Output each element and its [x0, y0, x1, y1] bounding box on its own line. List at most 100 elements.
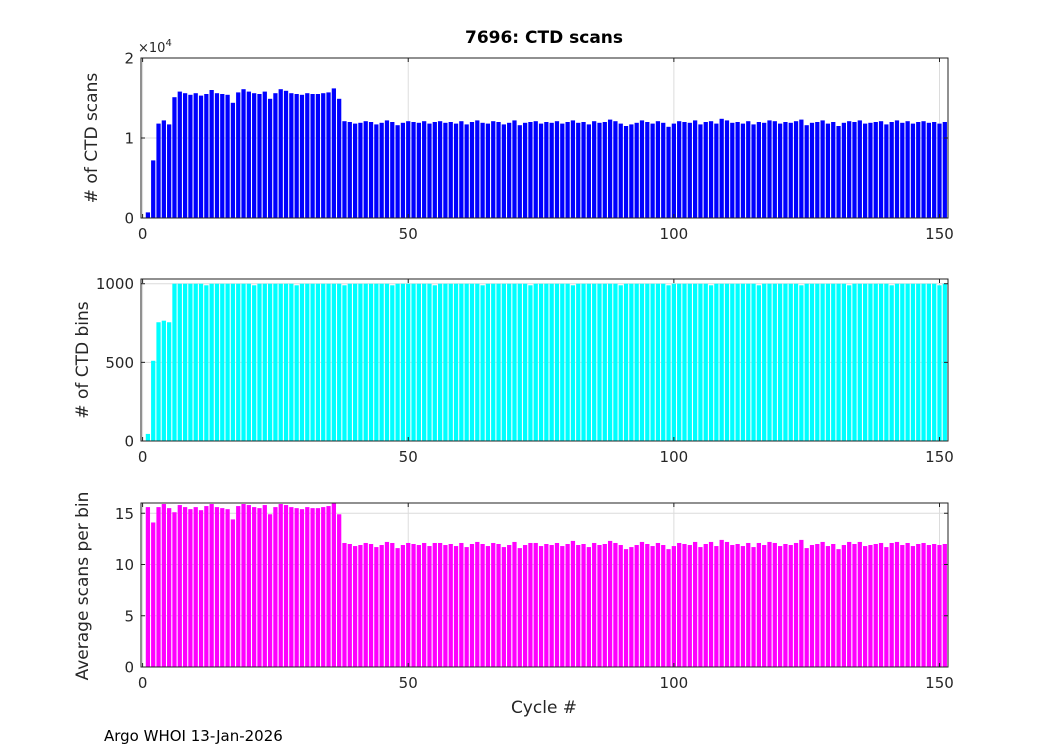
bar-cycle-41	[358, 545, 363, 667]
bar-cycle-10	[193, 283, 198, 441]
bar-cycle-112	[735, 283, 740, 441]
bar-cycle-31	[305, 507, 310, 667]
bar-cycle-8	[182, 507, 188, 667]
bar-cycle-49	[400, 545, 406, 667]
bar-cycle-39	[347, 283, 352, 441]
bar-cycle-43	[368, 122, 374, 218]
bar-cycle-101	[677, 283, 682, 441]
bar-cycle-26	[278, 504, 283, 667]
bar-cycle-106	[703, 283, 708, 441]
bar-cycle-49	[400, 122, 406, 218]
bar-cycle-148	[926, 545, 931, 667]
bar-cycle-70	[512, 283, 517, 441]
bar-cycle-48	[395, 125, 400, 218]
bar-cycle-67	[496, 122, 501, 218]
bar-cycle-143	[900, 545, 905, 667]
bar-cycle-79	[560, 123, 565, 218]
bar-cycle-29	[294, 508, 299, 668]
bar-cycle-70	[512, 541, 517, 667]
bar-cycle-17	[230, 102, 236, 218]
bar-cycle-55	[432, 542, 437, 667]
y-tick-label: 15	[115, 505, 134, 523]
bar-cycle-46	[384, 283, 390, 441]
bar-cycle-144	[905, 283, 910, 441]
bar-cycle-56	[437, 542, 443, 667]
bar-cycle-83	[581, 283, 586, 441]
bar-cycle-148	[926, 122, 931, 218]
bar-cycle-86	[597, 283, 602, 441]
bar-cycle-144	[905, 542, 910, 667]
bar-cycle-131	[836, 283, 841, 441]
bar-cycle-112	[735, 122, 740, 218]
bar-cycle-46	[384, 120, 390, 218]
bar-cycle-80	[565, 283, 570, 441]
bar-cycle-30	[299, 94, 305, 218]
bar-cycle-35	[326, 92, 331, 218]
bar-cycle-23	[262, 283, 267, 441]
bar-cycle-100	[671, 283, 676, 441]
bar-cycle-36	[331, 88, 336, 219]
bar-cycle-84	[586, 283, 591, 441]
bar-cycle-117	[762, 545, 767, 667]
bar-cycle-143	[900, 122, 905, 218]
bar-cycle-1	[145, 507, 151, 667]
bar-cycle-83	[581, 122, 586, 218]
bar-cycle-26	[278, 89, 283, 218]
bar-cycle-19	[241, 504, 246, 667]
bar-cycle-62	[469, 544, 475, 667]
bar-cycle-54	[427, 283, 432, 441]
bar-cycle-55	[432, 285, 437, 441]
bar-cycle-45	[379, 122, 384, 218]
bar-cycle-6	[172, 283, 177, 441]
bar-cycle-131	[836, 126, 841, 218]
y-tick-label: 0	[124, 210, 134, 228]
x-tick-label: 100	[660, 674, 689, 692]
bar-cycle-135	[857, 541, 862, 667]
bar-cycle-134	[852, 122, 857, 218]
bar-cycle-41	[358, 122, 363, 218]
bar-cycle-107	[708, 121, 714, 218]
bar-cycle-77	[549, 283, 554, 441]
bar-cycle-48	[395, 283, 400, 441]
x-tick-label: 0	[138, 225, 148, 243]
bar-cycle-36	[331, 503, 336, 667]
bar-cycle-8	[182, 93, 188, 218]
bar-cycle-92	[629, 283, 634, 441]
bar-cycle-40	[352, 123, 358, 218]
bar-cycle-130	[831, 122, 836, 218]
bar-cycle-128	[820, 120, 825, 218]
bar-cycle-13	[209, 504, 214, 667]
bar-cycle-123	[793, 542, 799, 667]
bar-cycle-125	[804, 283, 809, 441]
x-tick-label: 150	[925, 448, 954, 466]
bar-cycle-142	[894, 283, 900, 441]
bar-cycle-80	[565, 122, 570, 218]
bar-cycle-113	[740, 123, 746, 218]
bar-cycle-132	[841, 122, 846, 218]
y-tick-label: 2	[124, 50, 134, 68]
bar-cycle-10	[193, 93, 198, 218]
bar-cycle-18	[236, 506, 241, 667]
bar-cycle-88	[607, 119, 613, 218]
bar-cycle-19	[241, 283, 246, 441]
bar-cycle-90	[618, 123, 623, 218]
y-tick-label: 1000	[96, 275, 134, 293]
bar-cycle-56	[437, 121, 443, 218]
bar-cycle-33	[315, 508, 321, 668]
bar-cycle-147	[921, 121, 926, 218]
bar-cycle-149	[932, 544, 937, 667]
bar-cycle-61	[464, 124, 469, 218]
bar-cycle-46	[384, 541, 390, 667]
bar-cycle-146	[916, 283, 921, 441]
bar-cycle-101	[677, 542, 682, 667]
bar-cycle-75	[538, 283, 544, 441]
bar-cycle-116	[756, 122, 761, 218]
bar-cycle-12	[204, 285, 209, 441]
bar-cycle-133	[847, 541, 852, 667]
bar-cycle-109	[719, 118, 724, 218]
bar-cycle-1	[145, 433, 151, 441]
bar-cycle-128	[820, 541, 825, 667]
bar-cycle-27	[283, 90, 289, 218]
bar-cycle-134	[852, 544, 857, 667]
bar-cycle-6	[172, 512, 177, 667]
